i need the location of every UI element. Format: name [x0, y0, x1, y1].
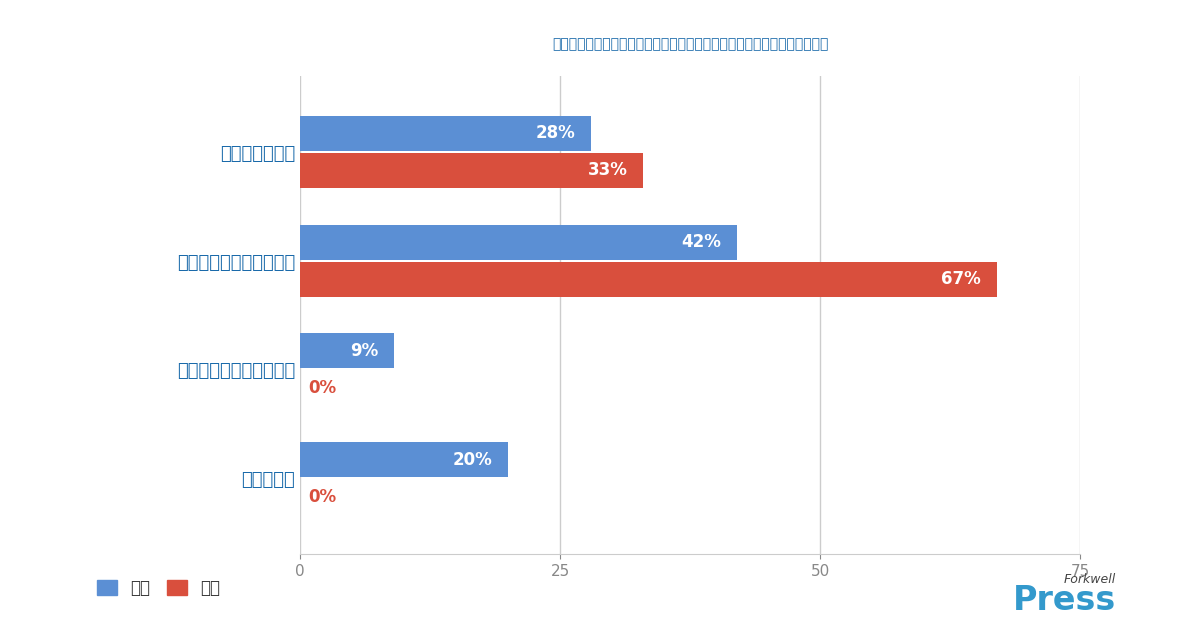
Text: Press: Press [1013, 585, 1116, 617]
Text: 42%: 42% [682, 233, 721, 251]
Bar [300, 442, 508, 477]
Text: 28%: 28% [536, 124, 576, 142]
Text: Forkwell: Forkwell [1063, 573, 1116, 586]
Text: 0%: 0% [308, 488, 336, 506]
Bar [300, 225, 737, 260]
Title: 男女別：ジェンダーによる産休・育休・復職後の影響をどう感じますか？: 男女別：ジェンダーによる産休・育休・復職後の影響をどう感じますか？ [552, 37, 828, 51]
Text: 0%: 0% [308, 379, 336, 397]
Bar [300, 261, 997, 297]
Text: 67%: 67% [942, 270, 982, 288]
Legend: 男性, 女性: 男性, 女性 [90, 572, 227, 604]
Bar [300, 116, 592, 151]
Bar [300, 333, 394, 369]
Text: 20%: 20% [452, 450, 492, 469]
Text: 33%: 33% [588, 161, 628, 180]
Bar [300, 153, 643, 188]
Text: 9%: 9% [349, 342, 378, 360]
